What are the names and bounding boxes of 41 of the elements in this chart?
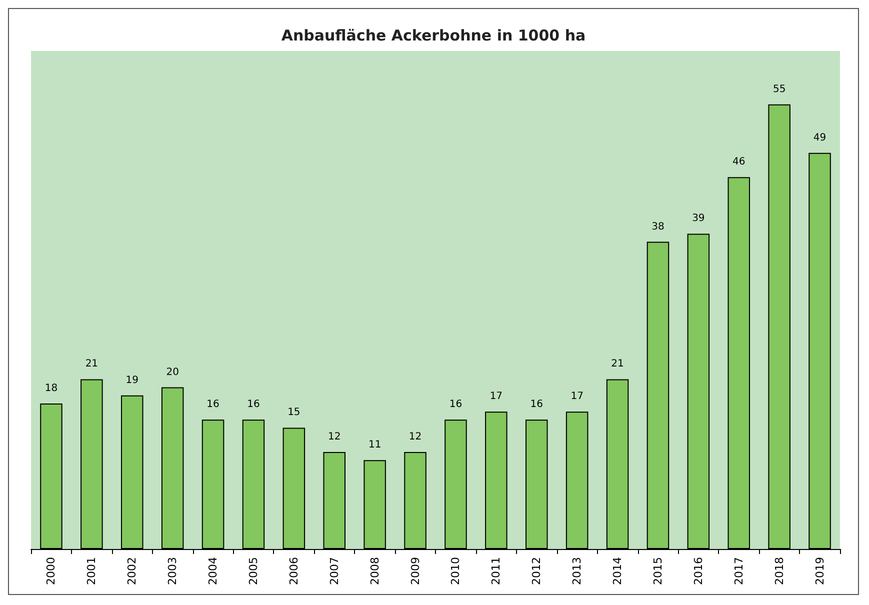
data-label: 12 — [328, 431, 341, 442]
data-label: 19 — [126, 374, 138, 386]
data-label: 38 — [652, 221, 664, 232]
x-tick-label: 2006 — [287, 557, 300, 585]
x-tick-label: 2009 — [408, 557, 422, 585]
x-tick-label: 2007 — [328, 557, 341, 585]
data-label: 46 — [732, 156, 746, 168]
x-tick-label: 2001 — [85, 557, 98, 585]
x-tick-label: 2000 — [44, 557, 58, 585]
data-label: 21 — [611, 358, 624, 370]
data-label: 16 — [206, 399, 220, 410]
data-label: 18 — [44, 382, 58, 394]
data-label: 55 — [772, 84, 786, 95]
x-tick-label: 2017 — [732, 557, 746, 585]
data-label: 16 — [449, 399, 462, 410]
x-tick-label: 2005 — [246, 557, 260, 585]
x-tick-label: 2004 — [206, 557, 220, 585]
data-label: 49 — [813, 132, 826, 144]
x-tick-label: 2002 — [126, 557, 139, 585]
data-label: 16 — [247, 399, 260, 410]
data-label: 17 — [490, 391, 503, 402]
x-tick-label: 2008 — [368, 557, 382, 585]
data-label: 17 — [570, 391, 584, 402]
x-tick-label: 2012 — [530, 557, 544, 585]
x-tick-label: 2013 — [570, 557, 584, 585]
data-label: 12 — [408, 431, 422, 442]
x-tick-label: 2019 — [813, 557, 826, 585]
x-tick-label: 2016 — [692, 557, 705, 585]
data-label: 11 — [368, 440, 382, 451]
data-label: 39 — [692, 213, 705, 224]
x-tick-label: 2018 — [772, 557, 786, 585]
x-tick-label: 2003 — [166, 557, 180, 585]
x-tick-label: 2010 — [449, 557, 462, 585]
x-tick-label: 2014 — [611, 557, 624, 585]
data-label: 20 — [166, 366, 179, 378]
data-label: 16 — [530, 399, 543, 410]
data-label: 21 — [85, 358, 98, 370]
x-tick-label: 2015 — [651, 557, 664, 585]
x-tick-label: 2011 — [490, 557, 503, 585]
chart-title: Anbaufläche Ackerbohne in 1000 ha — [281, 26, 586, 44]
data-label: 15 — [288, 407, 300, 418]
